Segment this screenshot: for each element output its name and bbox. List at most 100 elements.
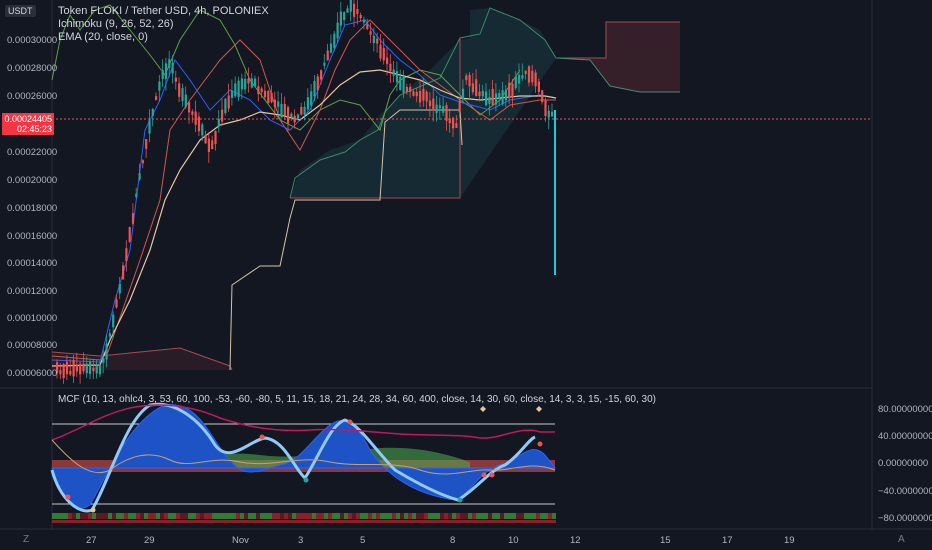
signal-cell — [332, 513, 336, 519]
candle-body — [402, 75, 405, 93]
signal-cell — [172, 513, 176, 519]
signal-cell — [260, 513, 264, 519]
signal-cell — [268, 520, 272, 523]
signal-cell — [112, 520, 116, 523]
signal-cell — [412, 513, 416, 519]
signal-cell — [264, 513, 268, 519]
signal-cell — [476, 513, 480, 519]
signal-cell — [320, 520, 324, 523]
time-tick: 10 — [508, 535, 519, 546]
signal-cell — [520, 520, 524, 523]
signal-cell — [312, 520, 316, 523]
signal-cell — [220, 520, 224, 523]
signal-cell — [88, 513, 92, 519]
osc-tick: 40.00000000 — [878, 431, 932, 442]
candle-body — [247, 78, 250, 84]
price-tick: 0.00012000 — [7, 286, 58, 297]
signal-cell — [504, 513, 508, 519]
signal-cell — [216, 513, 220, 519]
candle-body — [56, 362, 59, 374]
signal-cell — [264, 520, 268, 523]
candle-body — [372, 35, 375, 43]
candle-body — [382, 47, 385, 61]
candle-body — [108, 333, 111, 337]
signal-cell — [212, 520, 216, 523]
signal-cell — [244, 520, 248, 523]
ichimoku-cloud-early — [52, 348, 230, 370]
signal-cell — [244, 513, 248, 519]
candle-body — [323, 62, 326, 66]
signal-cell — [492, 513, 496, 519]
signal-cell — [340, 520, 344, 523]
candle-body — [145, 139, 148, 149]
candle-body — [174, 77, 177, 82]
ichimoku-legend[interactable]: Ichimoku (9, 26, 52, 26) — [58, 18, 174, 30]
currency-badge[interactable]: USDT — [5, 5, 36, 17]
osc-marker — [481, 472, 487, 478]
signal-cell — [92, 513, 96, 519]
senkou-span-a — [289, 7, 557, 199]
osc-blue-area — [51, 404, 557, 509]
candle-body — [62, 363, 65, 378]
candle-body — [92, 367, 95, 372]
signal-cell — [552, 513, 556, 519]
signal-cell — [304, 513, 308, 519]
candle-body — [98, 364, 102, 375]
signal-cell — [164, 513, 168, 519]
candle-body — [412, 91, 415, 96]
candle-body — [461, 88, 465, 100]
candle-body — [339, 11, 342, 26]
time-tick: 19 — [784, 535, 795, 546]
auto-scale-button[interactable]: A — [898, 534, 905, 545]
signal-cell — [300, 520, 304, 523]
candle-body — [263, 90, 267, 98]
ema-legend[interactable]: EMA (20, close, 0) — [58, 31, 148, 43]
signal-cell — [124, 520, 128, 523]
candle-body — [452, 117, 455, 129]
signal-cell — [304, 520, 308, 523]
signal-cell — [396, 520, 400, 523]
signal-cell — [72, 513, 76, 519]
signal-cell — [80, 520, 84, 523]
candle-body — [273, 99, 276, 108]
signal-cell — [64, 520, 68, 523]
candle-body — [494, 93, 498, 105]
candle-body — [329, 43, 333, 53]
candle-body — [336, 22, 339, 39]
candle-body — [181, 88, 184, 102]
candle-body — [158, 81, 161, 91]
osc-magenta-line — [51, 404, 555, 441]
candle-body — [534, 72, 537, 87]
signal-cell — [120, 513, 124, 519]
candle-body — [267, 91, 270, 104]
signal-cell — [468, 520, 472, 523]
candle-body — [161, 70, 164, 79]
signal-cell — [516, 513, 520, 519]
candle-body — [551, 111, 554, 117]
signal-cell — [368, 520, 372, 523]
signal-cell — [436, 520, 440, 523]
signal-cell — [448, 513, 452, 519]
candle-body — [303, 106, 306, 115]
signal-cell — [328, 513, 332, 519]
signal-cell — [252, 520, 256, 523]
symbol-legend[interactable]: Token FLOKI / Tether USD, 4h, POLONIEX — [58, 5, 269, 17]
candle-body — [310, 91, 313, 106]
signal-cell — [196, 513, 200, 519]
signal-cell — [232, 520, 236, 523]
candle-body — [531, 70, 534, 83]
mcf-legend[interactable]: MCF (10, 13, ohlc4, 3, 53, 60, 100, -53,… — [58, 394, 656, 405]
signal-cell — [532, 520, 536, 523]
signal-cell — [80, 513, 84, 519]
price-tick: 0.00028000 — [7, 63, 58, 74]
signal-cell — [332, 520, 336, 523]
candle-body — [504, 90, 507, 101]
signal-cell — [92, 520, 96, 523]
signal-cell — [496, 520, 500, 523]
candle-body — [343, 12, 346, 21]
osc-marker — [457, 497, 463, 503]
signal-cell — [204, 520, 208, 523]
zoom-reset-button[interactable]: Z — [23, 534, 30, 545]
signal-cell — [376, 513, 380, 519]
